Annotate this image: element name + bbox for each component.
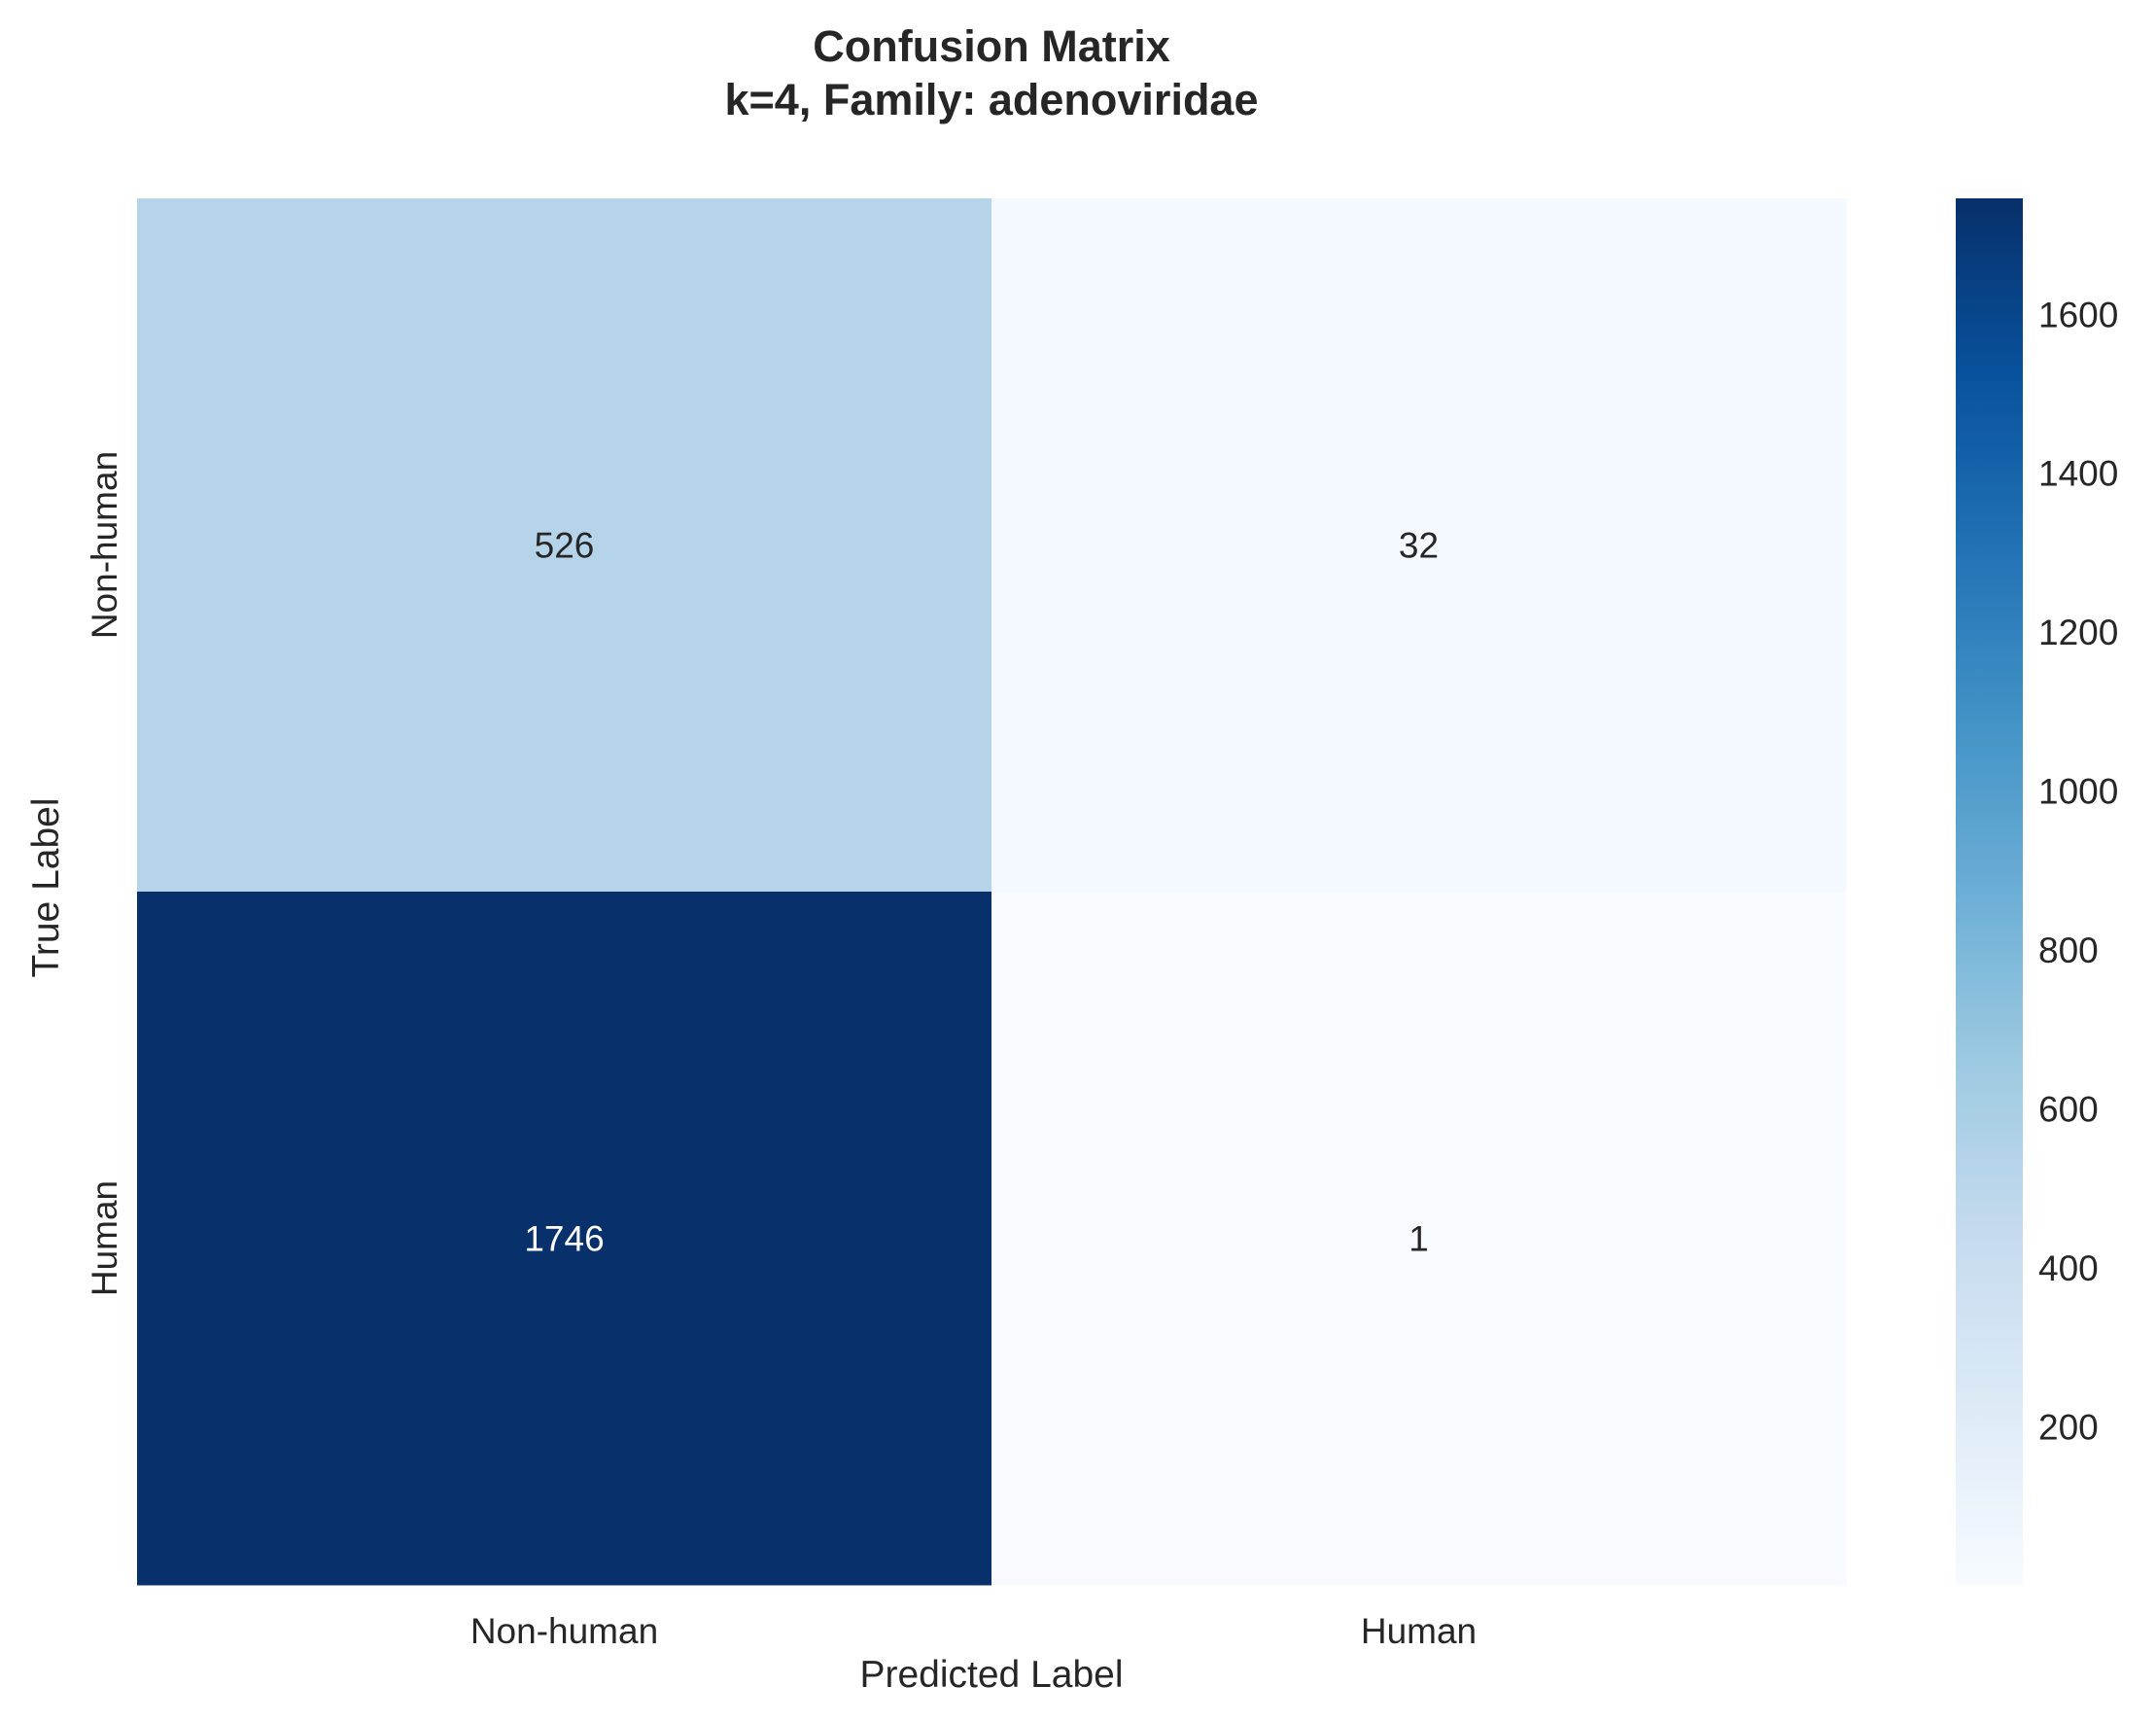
- cell-value-label: 32: [1399, 526, 1439, 566]
- heatmap-cell: [137, 892, 992, 1586]
- heatmap-cell: [991, 198, 1847, 893]
- colorbar-tick-label: 400: [2038, 1248, 2099, 1288]
- y-axis-ticks: Non-human Human: [85, 451, 124, 1296]
- heatmap-cell: [137, 198, 992, 893]
- heatmap-cells: [137, 198, 1847, 1586]
- heatmap-cell-labels: 526 32 1746 1: [524, 526, 1439, 1259]
- cell-value-label: 1746: [524, 1219, 604, 1259]
- colorbar-tick-label: 1200: [2038, 613, 2118, 652]
- x-axis-label: Predicted Label: [859, 1654, 1123, 1696]
- x-axis-ticks: Non-human Human: [470, 1611, 1477, 1651]
- colorbar-tick-label: 800: [2038, 931, 2099, 970]
- colorbar-tick-label: 1000: [2038, 772, 2118, 812]
- y-axis-label: True Label: [25, 797, 67, 977]
- colorbar: [1956, 198, 2023, 1585]
- colorbar-tick-label: 1400: [2038, 454, 2118, 494]
- colorbar-ticks: 200 400 600 800 1000 1200 1400 1600: [2038, 295, 2118, 1447]
- y-tick-label: Human: [85, 1180, 124, 1296]
- chart-title: Confusion Matrix: [813, 21, 1170, 71]
- colorbar-tick-label: 600: [2038, 1090, 2099, 1130]
- cell-value-label: 1: [1408, 1219, 1429, 1259]
- colorbar-tick-label: 200: [2038, 1407, 2099, 1447]
- x-tick-label: Non-human: [470, 1611, 658, 1651]
- x-tick-label: Human: [1361, 1611, 1477, 1651]
- y-tick-label: Non-human: [85, 451, 124, 639]
- chart-subtitle: k=4, Family: adenoviridae: [725, 75, 1259, 124]
- colorbar-tick-label: 1600: [2038, 295, 2118, 334]
- heatmap-cell: [991, 892, 1847, 1586]
- cell-value-label: 526: [535, 526, 595, 566]
